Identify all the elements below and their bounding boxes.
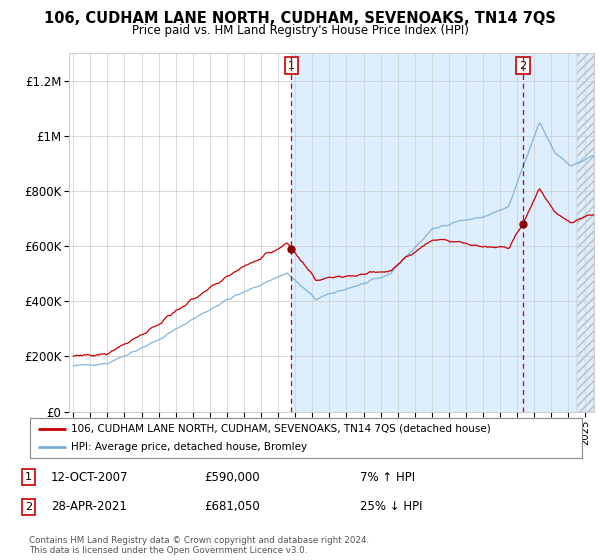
Text: Price paid vs. HM Land Registry's House Price Index (HPI): Price paid vs. HM Land Registry's House … xyxy=(131,24,469,36)
Text: £681,050: £681,050 xyxy=(204,500,260,514)
Text: 2: 2 xyxy=(25,502,32,512)
Text: 7% ↑ HPI: 7% ↑ HPI xyxy=(360,470,415,484)
Text: 106, CUDHAM LANE NORTH, CUDHAM, SEVENOAKS, TN14 7QS: 106, CUDHAM LANE NORTH, CUDHAM, SEVENOAK… xyxy=(44,11,556,26)
Text: 25% ↓ HPI: 25% ↓ HPI xyxy=(360,500,422,514)
Text: 106, CUDHAM LANE NORTH, CUDHAM, SEVENOAKS, TN14 7QS (detached house): 106, CUDHAM LANE NORTH, CUDHAM, SEVENOAK… xyxy=(71,424,491,433)
Text: Contains HM Land Registry data © Crown copyright and database right 2024.
This d: Contains HM Land Registry data © Crown c… xyxy=(29,536,369,556)
Text: 2: 2 xyxy=(519,60,526,71)
Bar xyxy=(577,53,594,412)
Text: 1: 1 xyxy=(288,60,295,71)
Text: 28-APR-2021: 28-APR-2021 xyxy=(51,500,127,514)
Text: 1: 1 xyxy=(25,472,32,482)
Text: HPI: Average price, detached house, Bromley: HPI: Average price, detached house, Brom… xyxy=(71,442,308,452)
Text: 12-OCT-2007: 12-OCT-2007 xyxy=(51,470,128,484)
Text: £590,000: £590,000 xyxy=(204,470,260,484)
Bar xyxy=(292,53,594,412)
